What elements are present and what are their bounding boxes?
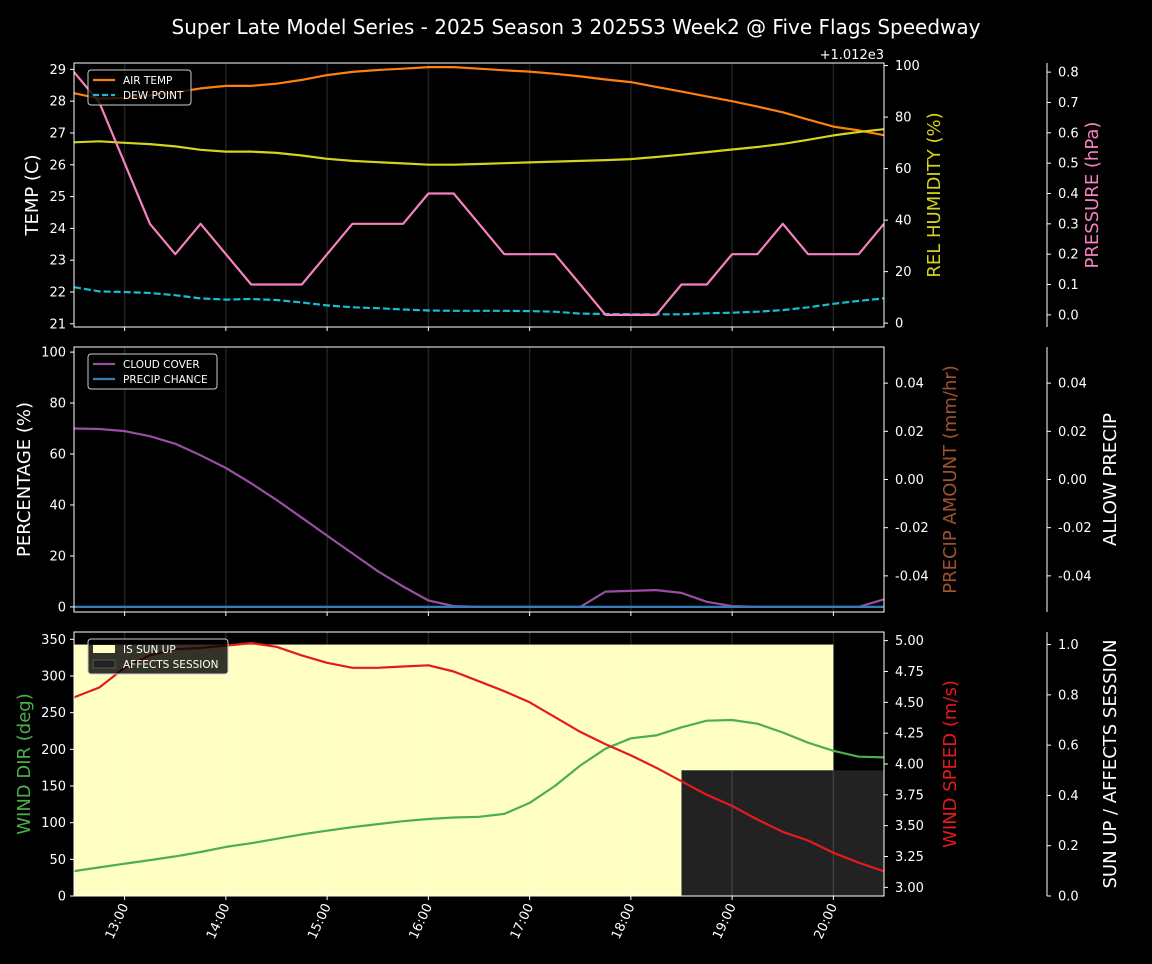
right-tick-label: 100: [895, 59, 920, 74]
far-right-tick-label: 0.04: [1058, 377, 1087, 392]
right-tick-label: 60: [895, 162, 912, 177]
panel-frame-0: [73, 62, 885, 328]
legend-box: [87, 353, 218, 390]
series-line-air-temp: [73, 65, 885, 137]
right-tick-label: 4.75: [895, 665, 924, 680]
right-tick-label: 20: [895, 265, 912, 280]
far-right-tick-label: 0.8: [1058, 688, 1079, 703]
far-right-tick-label: 0.8: [1058, 66, 1079, 81]
left-tick-label: 20: [49, 549, 66, 564]
far-right-axis-label: SUN UP / AFFECTS SESSION: [1100, 639, 1121, 888]
left-tick-label: 150: [41, 780, 66, 795]
legend-box: [87, 69, 192, 106]
far-right-tick-label: 0.4: [1058, 187, 1079, 202]
right-tick-label: 0: [895, 317, 903, 332]
chart-title: Super Late Model Series - 2025 Season 3 …: [172, 15, 981, 39]
right-axis-label: PRECIP AMOUNT (mm/hr): [940, 365, 961, 594]
left-tick-label: 23: [49, 254, 66, 269]
left-tick-label: 200: [41, 743, 66, 758]
legend-entry-label: DEW POINT: [123, 90, 184, 102]
series-line-rel-humidity: [73, 128, 885, 166]
right-tick-label: 0.00: [895, 473, 924, 488]
left-tick-label: 29: [49, 63, 66, 78]
right-tick-label: 4.25: [895, 727, 924, 742]
legend-entry-label: AFFECTS SESSION: [123, 659, 219, 671]
far-right-tick-label: 0.4: [1058, 789, 1079, 804]
far-right-tick-label: 0.6: [1058, 739, 1079, 754]
far-right-tick-label: 0.1: [1058, 278, 1079, 293]
right-tick-label: 0.04: [895, 377, 924, 392]
right-tick-label: 3.25: [895, 850, 924, 865]
pressure-offset-label: +1.012e3: [820, 48, 884, 63]
far-right-tick-label: 0.3: [1058, 217, 1079, 232]
right-tick-label: 80: [895, 111, 912, 126]
series-line-pressure: [73, 71, 885, 316]
far-right-tick-label: 0.2: [1058, 248, 1079, 263]
right-tick-label: 40: [895, 214, 912, 229]
right-tick-label: 4.00: [895, 758, 924, 773]
far-right-tick-label: 0.5: [1058, 157, 1079, 172]
left-tick-label: 0: [58, 600, 66, 615]
right-tick-label: -0.02: [895, 521, 929, 536]
far-right-tick-label: 1.0: [1058, 638, 1079, 653]
legend-entry-label: IS SUN UP: [123, 644, 176, 656]
series-line-wind-dir: [73, 718, 885, 873]
legend-entry-label: AIR TEMP: [123, 75, 172, 87]
legend-swatch: [93, 645, 115, 653]
far-right-tick-label: 0.0: [1058, 890, 1079, 905]
left-tick-label: 100: [41, 816, 66, 831]
left-tick-label: 50: [49, 853, 66, 868]
left-tick-label: 26: [49, 158, 66, 173]
far-right-tick-label: -0.02: [1058, 521, 1092, 536]
left-tick-label: 28: [49, 95, 66, 110]
left-axis-label: PERCENTAGE (%): [14, 402, 35, 557]
legend-entry-label: PRECIP CHANCE: [123, 374, 208, 386]
right-tick-label: 4.50: [895, 696, 924, 711]
right-tick-label: 3.00: [895, 881, 924, 896]
far-right-axis-label: ALLOW PRECIP: [1100, 413, 1121, 546]
far-right-tick-label: 0.02: [1058, 425, 1087, 440]
left-tick-label: 0: [58, 890, 66, 905]
right-tick-label: 0.02: [895, 425, 924, 440]
left-tick-label: 40: [49, 498, 66, 513]
left-tick-label: 60: [49, 448, 66, 463]
left-tick-label: 27: [49, 126, 66, 141]
left-axis-label: WIND DIR (deg): [14, 693, 35, 835]
right-tick-label: 5.00: [895, 634, 924, 649]
left-tick-label: 250: [41, 706, 66, 721]
legend-swatch: [92, 659, 116, 669]
left-axis-label: TEMP (C): [22, 154, 43, 236]
right-tick-label: 3.75: [895, 788, 924, 803]
left-tick-label: 80: [49, 397, 66, 412]
right-tick-label: 3.50: [895, 819, 924, 834]
right-axis-label: WIND SPEED (m/s): [940, 680, 961, 848]
left-tick-label: 24: [49, 222, 66, 237]
far-right-tick-label: -0.04: [1058, 569, 1092, 584]
left-tick-label: 22: [49, 286, 66, 301]
band-affects-session: [681, 770, 884, 896]
far-right-tick-label: 0.00: [1058, 473, 1087, 488]
right-tick-label: -0.04: [895, 569, 929, 584]
left-tick-label: 21: [49, 317, 66, 332]
far-right-tick-label: 0.6: [1058, 126, 1079, 141]
far-right-tick-label: 0.2: [1058, 839, 1079, 854]
legend-box: [87, 638, 229, 675]
legend-entry-label: CLOUD COVER: [123, 359, 200, 371]
series-line-dew-point: [73, 286, 885, 316]
right-axis-label: REL HUMIDITY (%): [924, 112, 945, 277]
far-right-axis-label: PRESSURE (hPa): [1082, 122, 1103, 269]
left-tick-label: 100: [41, 346, 66, 361]
left-tick-label: 350: [41, 633, 66, 648]
far-right-tick-label: 0.0: [1058, 308, 1079, 323]
left-tick-label: 25: [49, 190, 66, 205]
far-right-tick-label: 0.7: [1058, 96, 1079, 111]
left-tick-label: 300: [41, 670, 66, 685]
